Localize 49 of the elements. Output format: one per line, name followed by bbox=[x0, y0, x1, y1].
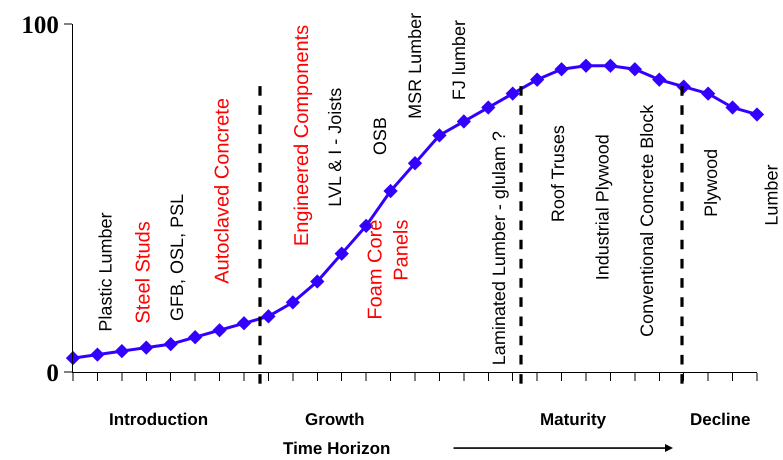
annotation: MSR Lumber bbox=[405, 12, 426, 119]
point bbox=[628, 62, 642, 76]
annotation: GFB, OSL, PSL bbox=[167, 194, 188, 321]
point bbox=[578, 58, 594, 73]
annotation: Roof Truses bbox=[548, 125, 568, 222]
point bbox=[188, 330, 202, 344]
point bbox=[554, 62, 569, 76]
text: Lumber bbox=[761, 164, 782, 226]
annotation: Plastic Lumber bbox=[95, 212, 116, 332]
point bbox=[164, 337, 178, 352]
point bbox=[236, 316, 252, 330]
point bbox=[408, 156, 422, 170]
annotation: Laminated Lumber - glulam ? bbox=[488, 131, 509, 366]
annotation: FJ lumber bbox=[448, 20, 469, 100]
text: Decline bbox=[690, 410, 750, 429]
point bbox=[139, 340, 154, 355]
annotation: Autoclaved Concrete bbox=[211, 98, 234, 284]
point bbox=[652, 72, 666, 87]
point bbox=[114, 344, 130, 358]
point bbox=[530, 72, 544, 87]
point bbox=[456, 114, 472, 129]
annotation: Engineered Components bbox=[290, 24, 313, 246]
annotation: LVL & I - Joists bbox=[325, 88, 346, 207]
point bbox=[432, 128, 447, 143]
point bbox=[212, 323, 227, 338]
text: Maturity bbox=[540, 410, 607, 429]
y-tick-label: 100 bbox=[21, 12, 59, 39]
x-axis-title: Time Horizon bbox=[283, 439, 390, 458]
point bbox=[90, 347, 105, 362]
annotation: Industrial Plywood bbox=[592, 134, 613, 280]
text: Introduction bbox=[109, 410, 208, 429]
point bbox=[603, 58, 618, 73]
point bbox=[310, 274, 324, 289]
annotation: Plywood bbox=[701, 148, 722, 217]
text: Growth bbox=[305, 410, 364, 429]
point bbox=[261, 309, 276, 324]
point bbox=[700, 86, 716, 101]
point bbox=[481, 100, 496, 115]
point bbox=[750, 107, 764, 122]
y-tick-label: 0 bbox=[46, 360, 59, 387]
point bbox=[286, 295, 300, 310]
annotation: Steel Studs bbox=[132, 221, 154, 324]
annotation: OSB bbox=[370, 117, 390, 156]
point bbox=[334, 246, 349, 261]
annotation: Conventional Concrete Block bbox=[637, 104, 658, 337]
point bbox=[383, 184, 398, 198]
point bbox=[725, 100, 740, 115]
point bbox=[506, 86, 520, 101]
annotation: Foam Core Panels bbox=[364, 220, 412, 320]
